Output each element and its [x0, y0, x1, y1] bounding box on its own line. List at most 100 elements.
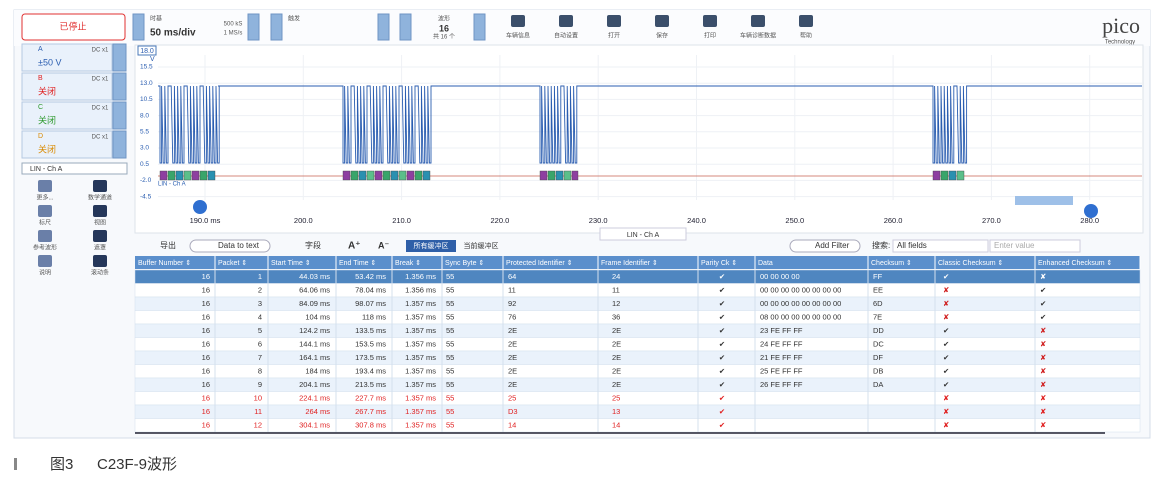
y-tick-label: 10.5 — [140, 96, 153, 103]
channel-panel[interactable] — [21, 72, 113, 101]
tool-icon[interactable] — [559, 15, 573, 27]
side-tool-icon[interactable] — [93, 180, 107, 192]
table-cell: 08 00 00 00 00 00 00 00 — [760, 312, 841, 321]
side-tool-label: 遮罩 — [94, 244, 106, 252]
table-cell: ✘ — [943, 393, 949, 402]
data-to-text-btn[interactable] — [189, 239, 271, 253]
search-input[interactable] — [989, 239, 1081, 253]
decode-block — [956, 170, 965, 181]
table-row[interactable] — [134, 310, 1141, 325]
buffer-prev[interactable] — [399, 13, 412, 41]
samples-up[interactable] — [247, 13, 260, 41]
table-cell: 16 — [202, 285, 210, 294]
decode-block — [547, 170, 556, 181]
search-value: Enter value — [994, 241, 1035, 250]
table-cell: 8 — [258, 366, 262, 375]
channel-coupling: DC x1 — [92, 135, 109, 141]
side-tool-icon[interactable] — [38, 205, 52, 217]
decode-label: LIN - Ch A — [158, 182, 186, 188]
trigger-button[interactable] — [270, 13, 283, 41]
table-cell: 10 — [254, 393, 262, 402]
table-cell: 44.03 ms — [299, 272, 330, 281]
channel-plus[interactable] — [112, 130, 127, 159]
table-row[interactable] — [134, 377, 1141, 392]
channel-plus[interactable] — [112, 101, 127, 130]
font-down[interactable]: A⁻ — [378, 240, 389, 250]
table-cell: 11 — [254, 407, 262, 416]
table-cell: 64 — [508, 272, 516, 281]
table-row[interactable] — [134, 269, 1141, 284]
table-row[interactable] — [134, 296, 1141, 311]
table-cell: 64.06 ms — [299, 285, 330, 294]
table-row[interactable] — [134, 337, 1141, 352]
export[interactable]: 导出 — [160, 240, 176, 250]
decode-block — [563, 170, 572, 181]
table-cell: 14 — [612, 420, 620, 429]
header-cell: Parity Ck ⇕ — [701, 259, 737, 267]
side-tool-icon[interactable] — [38, 255, 52, 267]
add-filter-btn[interactable] — [789, 239, 861, 253]
table-cell: 2E — [508, 326, 517, 335]
table-cell: ✔ — [943, 326, 949, 335]
table-cell: 1.357 ms — [405, 339, 436, 348]
table-row[interactable] — [134, 404, 1141, 419]
tool-label: 保存 — [656, 32, 668, 40]
search-field-box[interactable] — [892, 239, 989, 253]
table-cell: DF — [873, 353, 883, 362]
all-buffers-btn[interactable] — [406, 240, 456, 252]
timebase-down[interactable] — [132, 13, 145, 41]
tool-icon[interactable] — [511, 15, 525, 27]
scroll-left[interactable] — [193, 200, 207, 214]
channel-plus[interactable] — [112, 72, 127, 101]
channel-coupling: DC x1 — [92, 48, 109, 54]
table-cell: 53.42 ms — [355, 272, 386, 281]
table-cell: ✔ — [719, 420, 725, 429]
table-cell: 78.04 ms — [355, 285, 386, 294]
header-cell: Frame Identifier ⇕ — [601, 259, 658, 267]
table-cell: D3 — [508, 407, 518, 416]
side-tool-icon[interactable] — [93, 255, 107, 267]
channel-panel[interactable] — [21, 43, 113, 72]
channel-panel[interactable] — [21, 130, 113, 159]
font-up[interactable]: A⁺ — [348, 241, 361, 252]
header-cell: Sync Byte ⇕ — [445, 259, 484, 267]
tool-icon[interactable] — [655, 15, 669, 27]
table-row[interactable] — [134, 391, 1141, 406]
table-row[interactable] — [134, 364, 1141, 379]
tool-icon[interactable] — [607, 15, 621, 27]
header-cell: Break ⇕ — [395, 259, 421, 267]
decode-block — [390, 170, 399, 181]
buffer-next[interactable] — [473, 13, 486, 41]
decoder-box[interactable] — [21, 162, 128, 175]
table-cell: 264 ms — [305, 407, 330, 416]
trigger-label: 触发 — [288, 15, 300, 23]
zoom-box[interactable] — [1015, 196, 1073, 205]
tab[interactable] — [599, 227, 687, 241]
side-tool-label: 视图 — [94, 219, 106, 227]
table-row[interactable] — [134, 350, 1141, 365]
table-row[interactable] — [134, 418, 1141, 433]
side-tool-icon[interactable] — [93, 205, 107, 217]
side-tool-icon[interactable] — [38, 180, 52, 192]
table-row[interactable] — [134, 323, 1141, 338]
tool-icon[interactable] — [703, 15, 717, 27]
table-cell: ✔ — [719, 353, 725, 362]
table-cell: 2E — [612, 326, 621, 335]
table-row[interactable] — [134, 283, 1141, 298]
table-cell: ✔ — [719, 366, 725, 375]
side-tool-icon[interactable] — [93, 230, 107, 242]
status-button[interactable] — [21, 13, 126, 41]
fields[interactable]: 字段 — [305, 240, 321, 250]
range-box[interactable] — [137, 45, 157, 56]
side-tool-icon[interactable] — [38, 230, 52, 242]
channel-plus[interactable] — [112, 43, 127, 72]
table-cell: 16 — [202, 420, 210, 429]
x-tick-label: 280.0 — [1080, 216, 1099, 225]
buffer-first[interactable] — [377, 13, 390, 41]
y-tick-label: 0.5 — [140, 161, 149, 168]
current-buffer[interactable]: 当前缓冲区 — [464, 241, 499, 250]
channel-panel[interactable] — [21, 101, 113, 130]
tool-icon[interactable] — [799, 15, 813, 27]
scroll-right[interactable] — [1084, 204, 1098, 218]
tool-icon[interactable] — [751, 15, 765, 27]
